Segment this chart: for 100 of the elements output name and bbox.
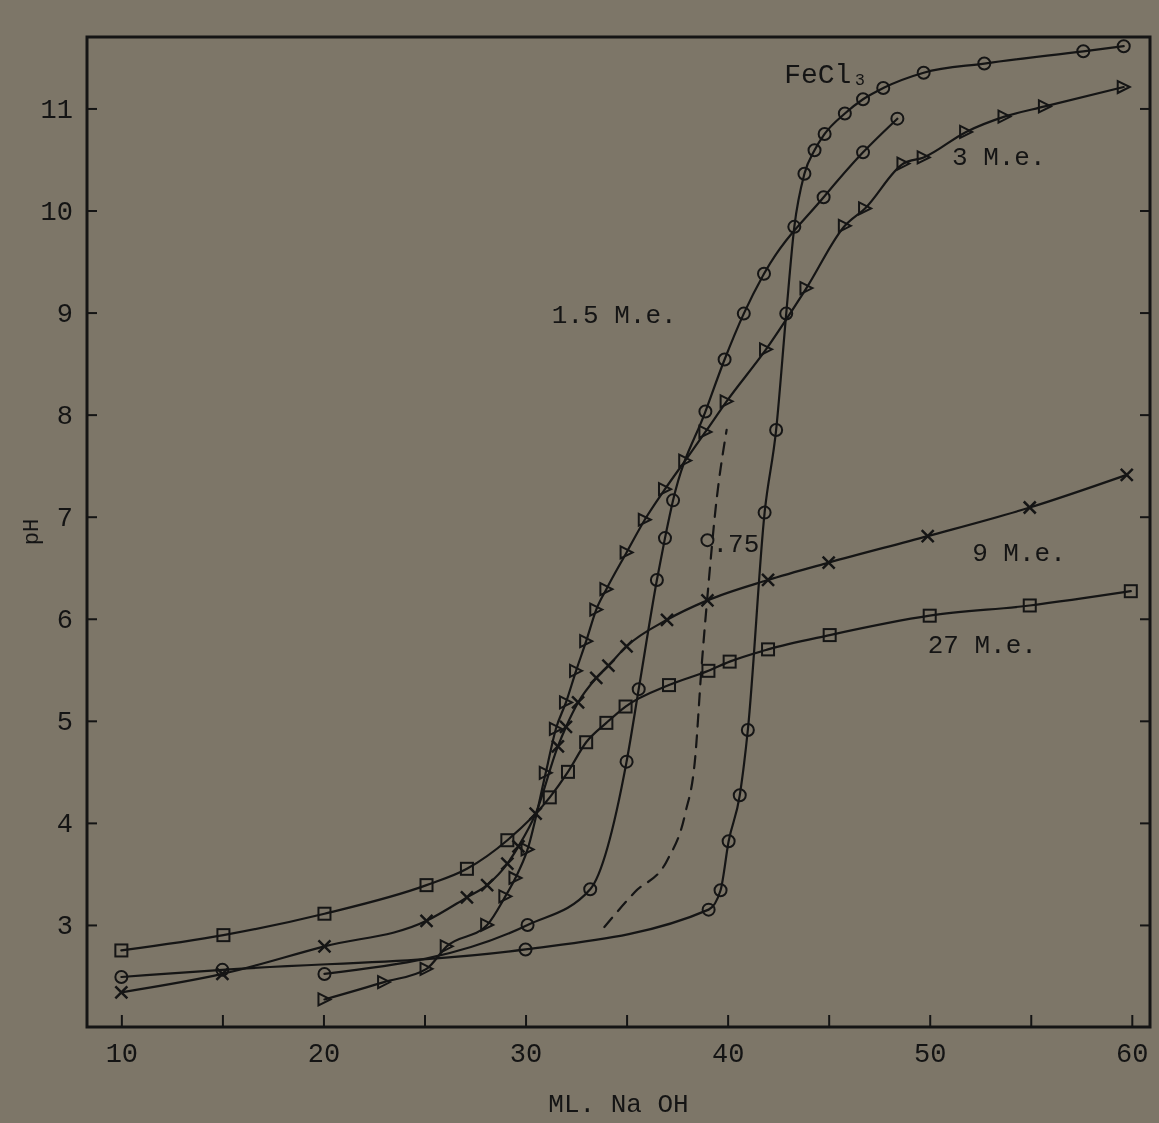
point — [701, 902, 716, 917]
point — [479, 877, 495, 893]
point — [761, 642, 776, 657]
y-tick-label: 6 — [56, 605, 73, 636]
point — [757, 505, 772, 520]
point — [916, 65, 931, 80]
x-tick-label: 40 — [711, 1040, 745, 1071]
point — [114, 943, 129, 958]
point — [757, 266, 772, 281]
point — [736, 306, 751, 321]
point — [317, 992, 332, 1007]
point — [719, 394, 734, 409]
y-tick-label: 7 — [56, 503, 73, 534]
point — [317, 939, 332, 954]
point — [807, 143, 822, 158]
point — [599, 582, 614, 597]
point — [520, 917, 535, 932]
point — [837, 106, 852, 121]
point — [560, 764, 575, 779]
point — [797, 166, 812, 181]
point — [459, 890, 475, 905]
point — [579, 735, 594, 750]
point — [876, 81, 891, 96]
y-tick-label: 4 — [56, 810, 73, 841]
point — [1116, 80, 1131, 95]
x-axis-title: ML. Na OH — [548, 1090, 689, 1120]
x-tick-label: 20 — [307, 1040, 341, 1071]
point — [817, 126, 832, 141]
point — [662, 678, 677, 693]
point — [896, 156, 911, 171]
point — [659, 612, 675, 628]
point — [520, 842, 535, 857]
point — [760, 572, 776, 588]
point — [959, 124, 974, 139]
y-tick-label: 3 — [56, 912, 73, 943]
point — [890, 111, 905, 126]
point — [500, 833, 515, 848]
point — [779, 306, 794, 321]
point — [583, 882, 598, 897]
point — [759, 342, 774, 357]
point — [698, 404, 713, 419]
point — [480, 917, 495, 932]
point — [419, 961, 434, 976]
x-tick-label: 30 — [509, 1040, 543, 1071]
y-tick-label: 10 — [40, 197, 73, 228]
point — [1022, 500, 1038, 515]
point — [601, 658, 616, 673]
x-tick-label: 10 — [105, 1040, 139, 1071]
point — [619, 754, 634, 769]
series-label: FeCl₃ — [784, 59, 869, 91]
point — [589, 670, 604, 686]
point — [508, 870, 523, 885]
point — [740, 723, 755, 737]
point — [500, 856, 515, 871]
point — [548, 721, 563, 736]
point — [977, 56, 992, 71]
point — [631, 682, 646, 697]
point — [216, 928, 231, 943]
point — [114, 969, 129, 984]
point — [816, 190, 831, 205]
point — [698, 424, 713, 439]
point — [439, 939, 454, 954]
point — [619, 639, 634, 654]
x-tick-label: 60 — [1116, 1040, 1149, 1071]
series-label: .75 — [712, 530, 760, 561]
point — [713, 883, 728, 898]
point — [570, 695, 586, 710]
series-label: 1.5 M.e. — [551, 300, 677, 331]
point — [1076, 44, 1091, 59]
point — [649, 572, 664, 587]
point — [856, 145, 871, 160]
point — [1037, 99, 1052, 114]
x-tick-label: 50 — [914, 1040, 947, 1071]
point — [618, 699, 633, 714]
point — [1116, 39, 1131, 54]
point — [657, 482, 672, 497]
point — [769, 422, 784, 437]
point — [837, 218, 852, 233]
series-label: 3 M.e. — [951, 142, 1046, 173]
series-label: 9 M.e. — [972, 538, 1066, 569]
point — [701, 663, 716, 678]
point — [569, 663, 584, 678]
point — [114, 985, 129, 1000]
y-tick-label: 11 — [40, 95, 73, 126]
point — [637, 512, 652, 527]
point — [721, 834, 736, 849]
point — [722, 654, 737, 669]
point — [732, 788, 747, 803]
point — [822, 628, 837, 643]
point — [459, 861, 474, 876]
series-label: 27 M.e. — [927, 631, 1037, 662]
point — [579, 634, 594, 649]
point — [856, 92, 871, 107]
point — [599, 715, 614, 730]
point — [619, 545, 634, 560]
point — [558, 719, 574, 735]
y-tick-label: 9 — [56, 299, 73, 330]
point — [821, 555, 836, 570]
point — [997, 109, 1012, 124]
point — [419, 878, 434, 893]
